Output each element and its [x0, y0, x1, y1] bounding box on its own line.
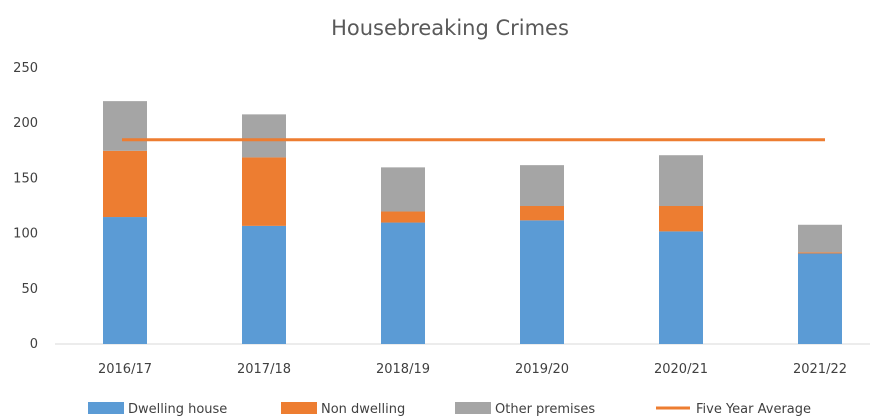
bar-segment: [381, 222, 425, 344]
bar-segment: [242, 225, 286, 344]
y-tick-label: 50: [21, 282, 38, 297]
bar-segment: [520, 206, 564, 221]
legend-swatch: [88, 402, 124, 414]
x-tick-label: 2021/22: [793, 362, 847, 377]
bar-segment: [381, 211, 425, 223]
y-axis-ticks: 0 50 100 150 200 250: [13, 61, 38, 352]
x-tick-label: 2020/21: [654, 362, 708, 377]
bar-segment: [659, 206, 703, 232]
legend-label: Other premises: [495, 402, 595, 417]
chart-title: Housebreaking Crimes: [331, 16, 569, 40]
legend-label: Five Year Average: [696, 402, 811, 417]
x-axis-ticks: 2016/17 2017/18 2018/19 2019/20 2020/21 2021/…: [98, 362, 847, 377]
bar-segment: [798, 253, 842, 344]
legend-swatch: [455, 402, 491, 414]
bar-segment: [659, 155, 703, 206]
y-tick-label: 0: [30, 337, 38, 352]
x-tick-label: 2016/17: [98, 362, 152, 377]
y-tick-label: 200: [13, 116, 38, 131]
y-tick-label: 250: [13, 61, 38, 76]
x-tick-label: 2018/19: [376, 362, 430, 377]
bar-segment: [103, 150, 147, 218]
y-tick-label: 100: [13, 227, 38, 242]
legend-label: Non dwelling: [321, 402, 405, 417]
bar-segment: [242, 157, 286, 226]
y-tick-label: 150: [13, 171, 38, 186]
bar-segment: [103, 217, 147, 344]
bar-segment: [520, 165, 564, 206]
legend: Dwelling house Non dwelling Other premises…: [88, 402, 811, 417]
bar-segment: [381, 167, 425, 212]
x-tick-label: 2017/18: [237, 362, 291, 377]
bar-segment: [798, 252, 842, 254]
bar-segment: [103, 101, 147, 151]
bar-segment: [242, 114, 286, 158]
bar-segment: [798, 224, 842, 253]
legend-label: Dwelling house: [128, 402, 227, 417]
bar-segment: [520, 220, 564, 344]
legend-swatch: [281, 402, 317, 414]
bars: [103, 101, 842, 344]
bar-segment: [659, 231, 703, 344]
x-tick-label: 2019/20: [515, 362, 569, 377]
